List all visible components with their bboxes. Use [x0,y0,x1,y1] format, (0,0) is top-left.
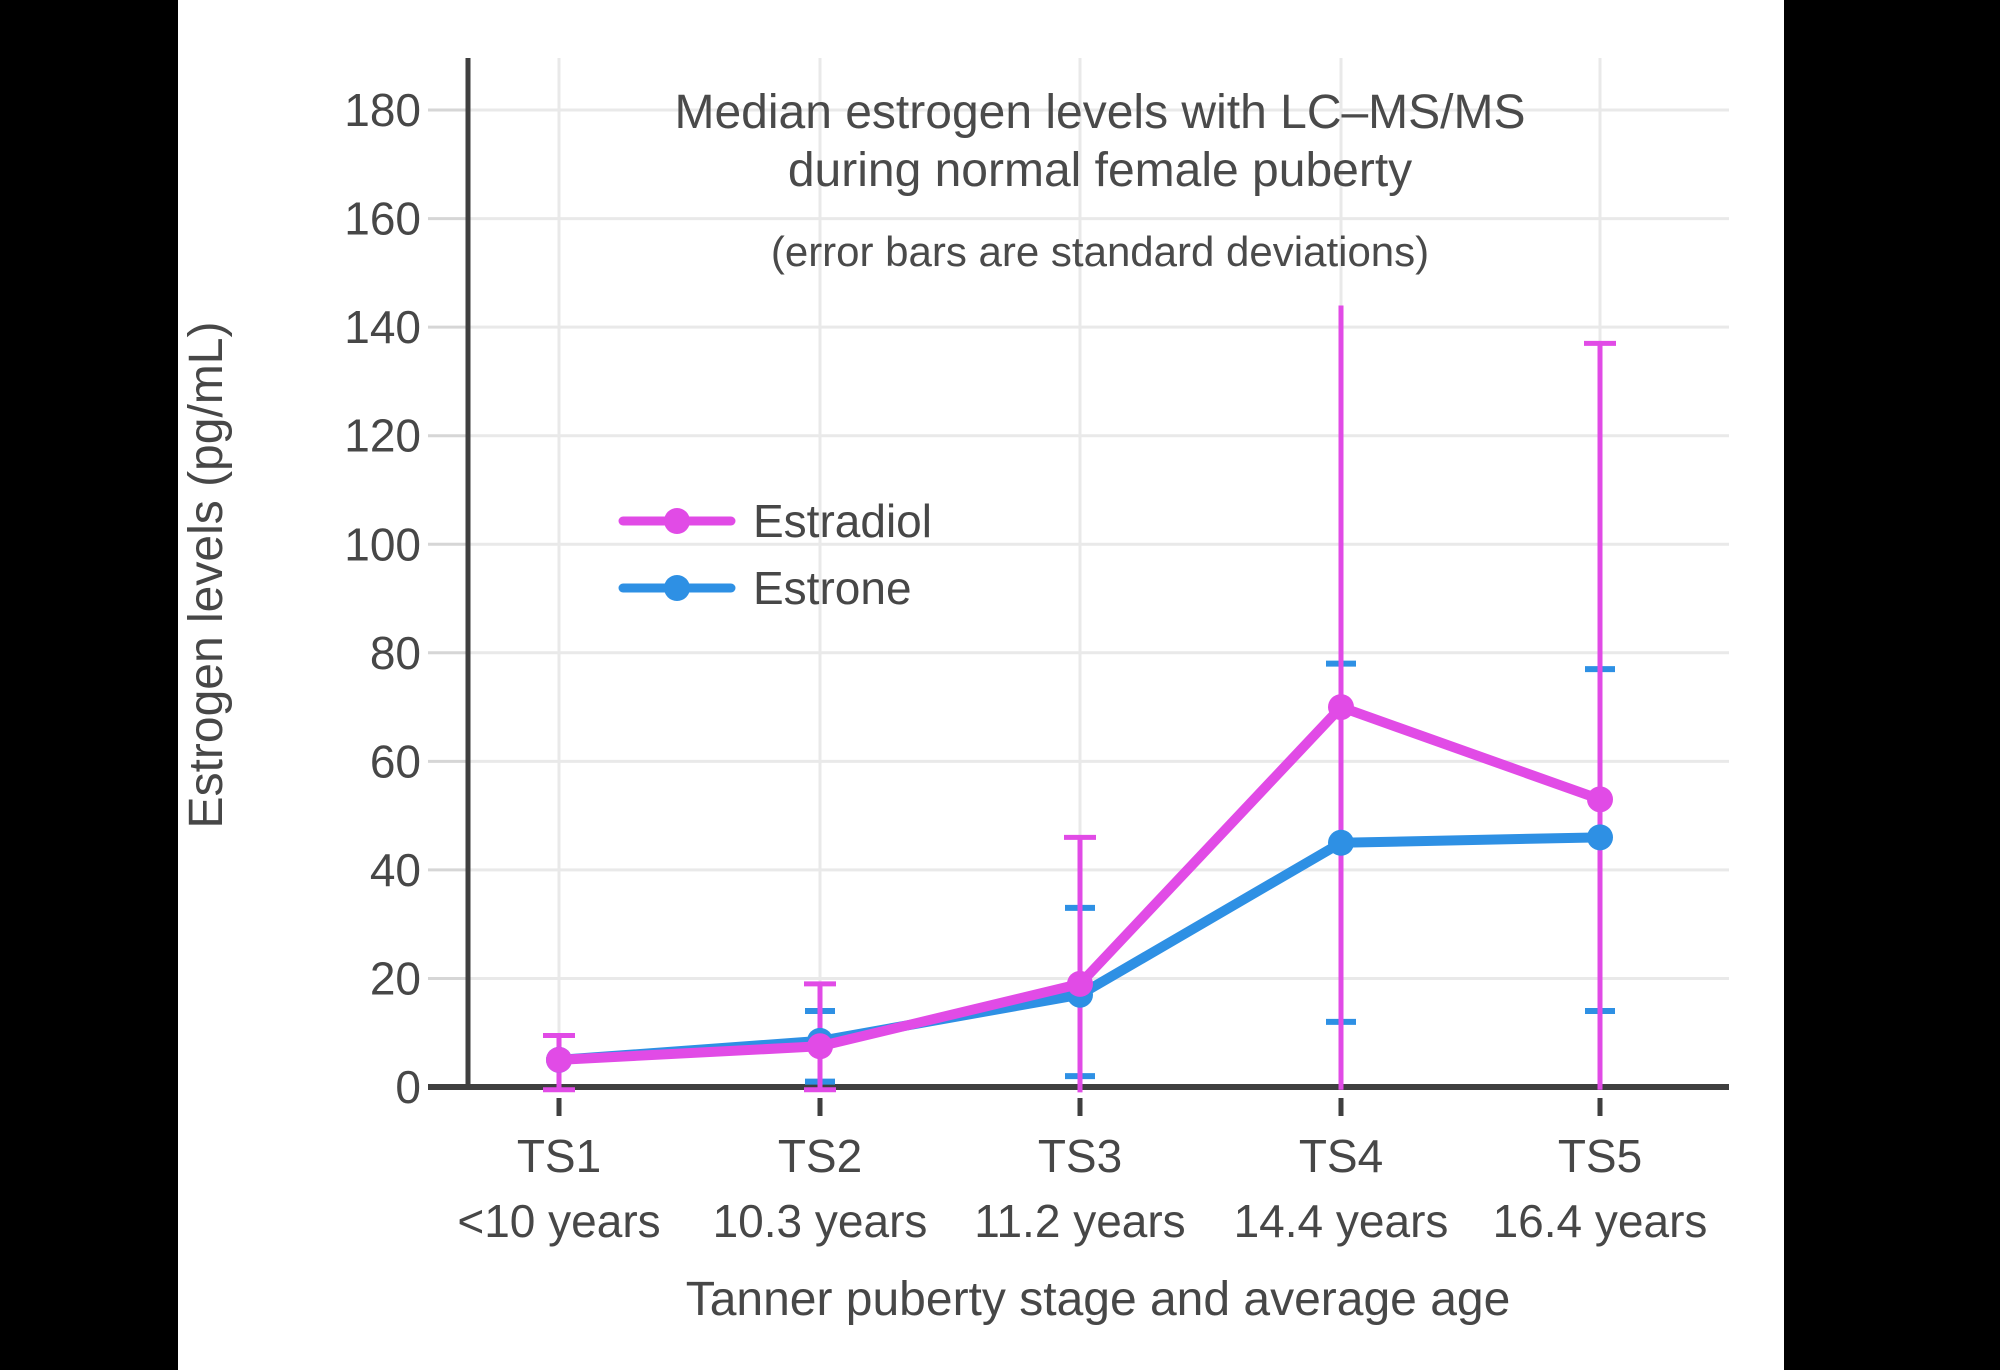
data-point-marker-estradiol [807,1033,833,1060]
y-tick-label: 0 [395,1061,421,1113]
data-point-marker-estrone [1328,829,1354,856]
y-tick-label: 80 [370,627,421,679]
x-tick-label: TS2 [778,1130,862,1182]
y-tick-label: 160 [344,193,421,245]
y-tick-label: 60 [370,735,421,787]
chart-subtitle: (error bars are standard deviations) [771,228,1429,275]
x-tick-sublabel: <10 years [457,1195,660,1247]
data-point-marker-estradiol [1328,694,1354,721]
chart-title-line2: during normal female puberty [788,144,1412,197]
line-chart: Estradiol Estrone Median estrogen levels w… [180,58,1729,1326]
y-tick-label: 180 [344,84,421,136]
data-point-marker-estradiol [1587,786,1613,813]
data-point-marker-estradiol [1067,970,1093,997]
y-tick-label: 20 [370,952,421,1004]
y-tick-label: 140 [344,301,421,353]
chart-title-line1: Median estrogen levels with LC–MS/MS [674,86,1525,139]
x-tick-sublabel: 10.3 years [713,1195,928,1247]
x-tick-label: TS3 [1038,1130,1122,1182]
y-axis-label: Estrogen levels (pg/mL) [180,322,233,829]
y-tick-label: 100 [344,518,421,570]
x-tick-label: TS4 [1299,1130,1383,1182]
data-point-marker-estradiol [546,1046,572,1073]
x-tick-label: TS1 [517,1130,601,1182]
x-tick-label: TS5 [1558,1130,1642,1182]
y-tick-label: 40 [370,844,421,896]
x-tick-sublabel: 11.2 years [974,1195,1185,1247]
x-tick-sublabel: 14.4 years [1234,1195,1449,1247]
data-point-marker-estrone [1587,824,1613,851]
y-tick-label: 120 [344,410,421,462]
x-tick-sublabel: 16.4 years [1493,1195,1708,1247]
x-axis-label: Tanner puberty stage and average age [686,1273,1511,1326]
legend-label: Estradiol [753,495,932,547]
legend-marker [664,575,690,601]
legend-marker [664,508,690,534]
legend-label: Estrone [753,562,912,614]
chart-area: Estradiol Estrone Median estrogen levels w… [178,0,1784,1370]
